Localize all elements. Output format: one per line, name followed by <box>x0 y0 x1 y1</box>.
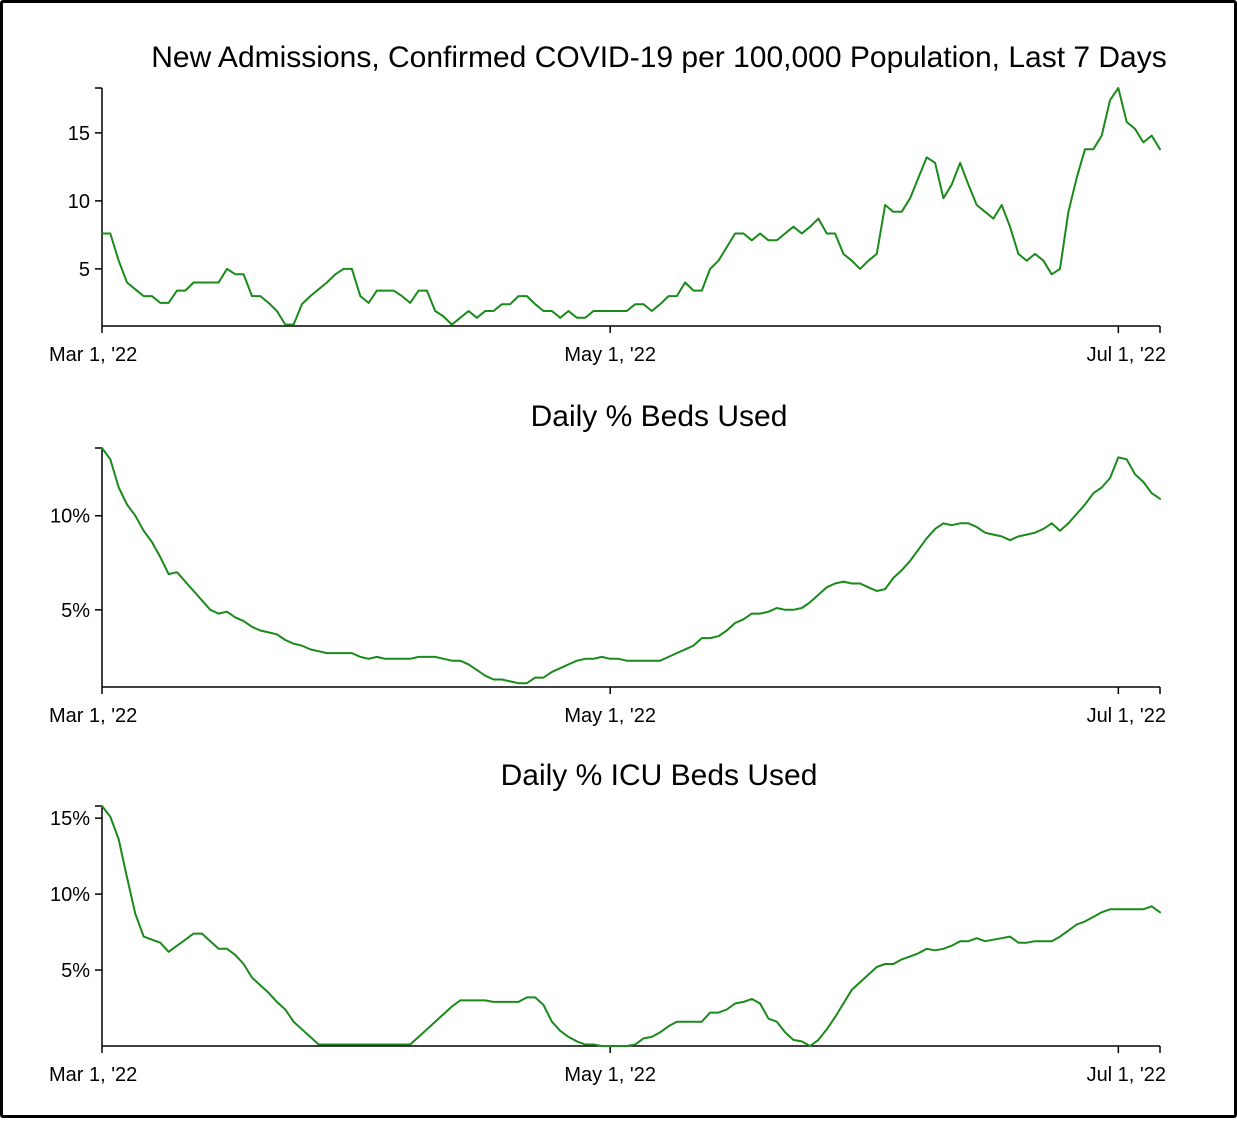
chart-panel-3: Daily % ICU Beds Used 5% 10% 15% Mar 1, '22 M… <box>49 759 1166 1086</box>
y-tick-label: 5% <box>61 960 90 982</box>
chart-title: New Admissions, Confirmed COVID-19 per 1… <box>151 41 1167 74</box>
x-tick-label: Jul 1, '22 <box>1087 344 1166 366</box>
y-tick-label: 10 <box>68 191 90 213</box>
x-tick-label: Jul 1, '22 <box>1087 1064 1166 1086</box>
chart-title: Daily % Beds Used <box>531 400 788 433</box>
y-tick-label: 10% <box>50 884 90 906</box>
y-tick-label: 15% <box>50 808 90 830</box>
x-tick-label: Mar 1, '22 <box>49 705 137 727</box>
x-tick-label: May 1, '22 <box>564 1064 656 1086</box>
x-tick-label: Mar 1, '22 <box>49 1064 137 1086</box>
charts-canvas: New Admissions, Confirmed COVID-19 per 1… <box>49 41 1167 1086</box>
y-tick-label: 15 <box>68 123 90 145</box>
series-line <box>101 87 1161 326</box>
y-tick-label: 5% <box>61 600 90 622</box>
x-tick-label: May 1, '22 <box>564 344 656 366</box>
series-line <box>101 805 1161 1047</box>
chart-panel-1: New Admissions, Confirmed COVID-19 per 1… <box>49 41 1167 366</box>
chart-title: Daily % ICU Beds Used <box>501 759 818 792</box>
x-tick-label: May 1, '22 <box>564 705 656 727</box>
x-tick-label: Jul 1, '22 <box>1087 705 1166 727</box>
y-tick-label: 5 <box>79 259 90 281</box>
series-line <box>101 447 1161 685</box>
x-tick-label: Mar 1, '22 <box>49 344 137 366</box>
y-tick-label: 10% <box>50 506 90 528</box>
chart-panel-2: Daily % Beds Used 5% 10% Mar 1, '22 May 1, '… <box>49 400 1166 727</box>
